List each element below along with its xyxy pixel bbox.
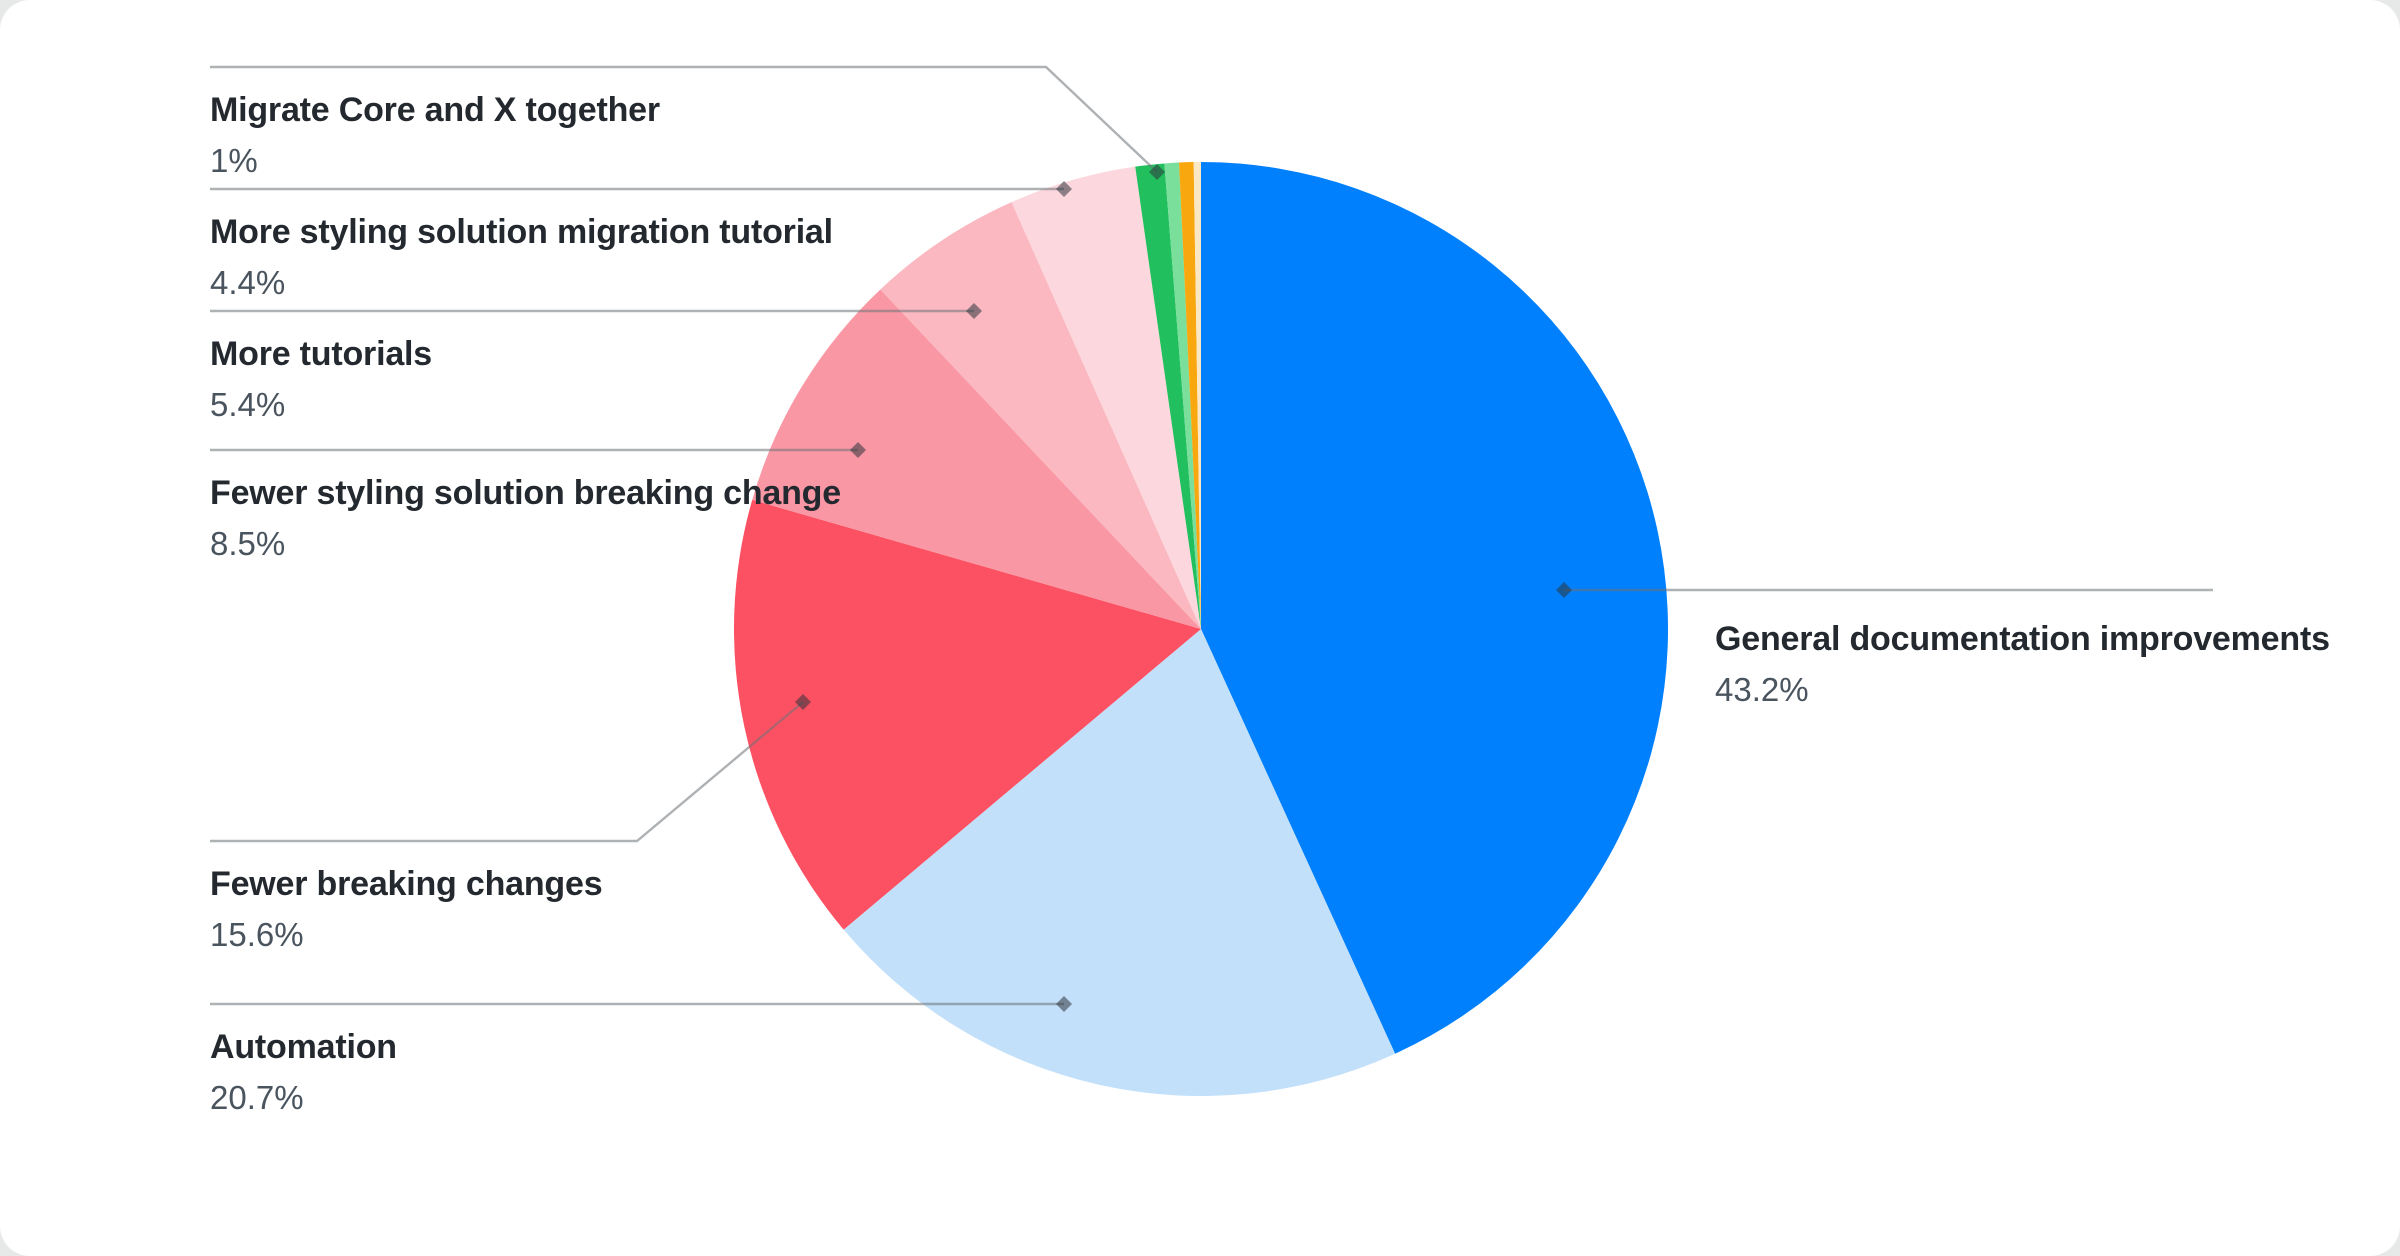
slice-unlabeled-9 (1193, 162, 1201, 629)
slice-migrate-core-and-x-together (1135, 163, 1201, 629)
callout-migrate-core-and-x-together: Migrate Core and X together 1% (210, 89, 660, 181)
slice-label: More styling solution migration tutorial (210, 213, 833, 251)
slice-label: Migrate Core and X together (210, 91, 660, 129)
slice-general-documentation-improvements (1201, 162, 1669, 1054)
slice-percent: 4.4% (210, 264, 286, 301)
slice-label: General documentation improvements (1715, 620, 2330, 658)
leader-dot-general-documentation-improvements (1556, 582, 1572, 598)
slice-label: Fewer breaking changes (210, 865, 603, 903)
slice-automation (843, 629, 1396, 1097)
slice-percent: 1% (210, 142, 258, 179)
leader-line-fewer-breaking-changes (210, 701, 804, 843)
slice-percent: 43.2% (1715, 671, 1809, 708)
slice-fewer-styling-solution-breaking-change (752, 289, 1201, 629)
slice-percent: 8.5% (210, 525, 286, 562)
slice-percent: 15.6% (210, 916, 304, 953)
leader-dot-fewer-breaking-changes (795, 694, 811, 710)
slice-unlabeled-7 (1164, 162, 1201, 629)
slice-unlabeled-8 (1179, 162, 1201, 629)
callout-more-tutorials: More tutorials 5.4% (210, 333, 432, 425)
callout-lines (210, 65, 2213, 1012)
leader-dot-migrate-core-and-x-together (1149, 164, 1165, 180)
slice-label: More tutorials (210, 335, 433, 373)
slice-more-tutorials (880, 202, 1201, 629)
slice-percent: 20.7% (210, 1079, 304, 1116)
callout-automation: Automation 20.7% (210, 1026, 397, 1118)
slice-more-styling-solution-migration-tutorial (1011, 166, 1201, 629)
leader-dot-more-tutorials (966, 303, 982, 319)
callout-general-documentation-improvements: General documentation improvements 43.2% (1715, 618, 2330, 710)
slice-percent: 5.4% (210, 386, 286, 423)
leader-dot-fewer-styling-solution-breaking-change (850, 442, 866, 458)
leader-dot-automation (1056, 996, 1072, 1012)
slice-label: Automation (210, 1028, 397, 1066)
leader-dot-more-styling-solution-migration-tutorial (1056, 181, 1072, 197)
pie (734, 162, 1669, 1097)
callout-more-styling-solution-migration-tutorial: More styling solution migration tutorial… (210, 211, 833, 303)
slice-label: Fewer styling solution breaking change (210, 474, 841, 512)
callout-fewer-styling-solution-breaking-change: Fewer styling solution breaking change 8… (210, 472, 841, 564)
callout-fewer-breaking-changes: Fewer breaking changes 15.6% (210, 863, 603, 955)
leader-line-migrate-core-and-x-together (210, 65, 1158, 173)
slice-fewer-breaking-changes (734, 499, 1201, 930)
